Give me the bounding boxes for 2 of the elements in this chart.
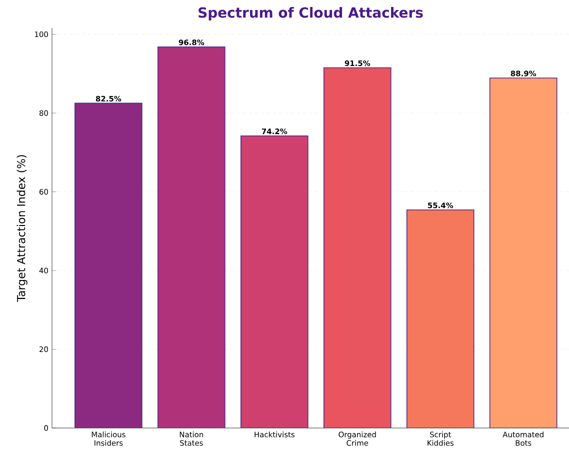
chart-title: Spectrum of Cloud Attackers <box>198 7 423 21</box>
y-axis-title: Target Attraction Index (%) <box>16 155 28 302</box>
